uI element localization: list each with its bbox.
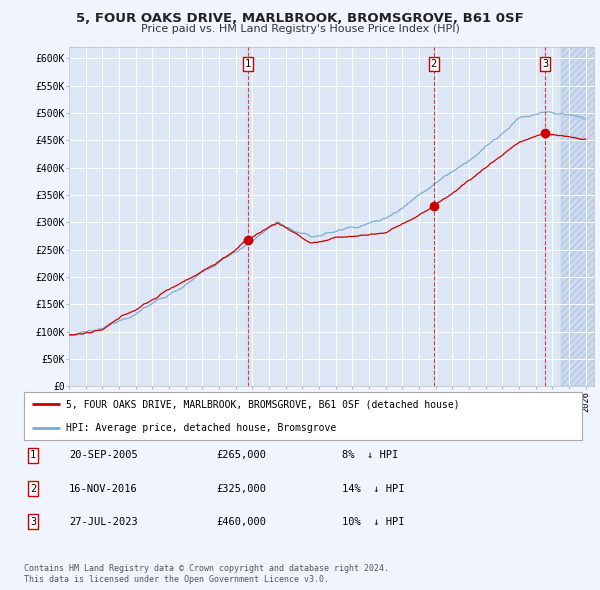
Text: 16-NOV-2016: 16-NOV-2016 [69, 484, 138, 493]
Text: £325,000: £325,000 [216, 484, 266, 493]
Text: 3: 3 [30, 517, 36, 526]
Text: HPI: Average price, detached house, Bromsgrove: HPI: Average price, detached house, Brom… [66, 423, 336, 432]
Text: 10%  ↓ HPI: 10% ↓ HPI [342, 517, 404, 526]
Text: 5, FOUR OAKS DRIVE, MARLBROOK, BROMSGROVE, B61 0SF (detached house): 5, FOUR OAKS DRIVE, MARLBROOK, BROMSGROV… [66, 399, 460, 409]
Text: £265,000: £265,000 [216, 451, 266, 460]
Text: 1: 1 [30, 451, 36, 460]
Text: 2: 2 [431, 59, 437, 69]
Text: 14%  ↓ HPI: 14% ↓ HPI [342, 484, 404, 493]
Text: Contains HM Land Registry data © Crown copyright and database right 2024.: Contains HM Land Registry data © Crown c… [24, 565, 389, 573]
Text: 3: 3 [542, 59, 548, 69]
Text: £460,000: £460,000 [216, 517, 266, 526]
Text: This data is licensed under the Open Government Licence v3.0.: This data is licensed under the Open Gov… [24, 575, 329, 584]
Text: 2: 2 [30, 484, 36, 493]
Text: 8%  ↓ HPI: 8% ↓ HPI [342, 451, 398, 460]
Text: 20-SEP-2005: 20-SEP-2005 [69, 451, 138, 460]
Bar [560, 47, 594, 386]
Text: 5, FOUR OAKS DRIVE, MARLBROOK, BROMSGROVE, B61 0SF: 5, FOUR OAKS DRIVE, MARLBROOK, BROMSGROV… [76, 12, 524, 25]
Text: 1: 1 [245, 59, 251, 69]
Text: 27-JUL-2023: 27-JUL-2023 [69, 517, 138, 526]
Text: Price paid vs. HM Land Registry's House Price Index (HPI): Price paid vs. HM Land Registry's House … [140, 24, 460, 34]
